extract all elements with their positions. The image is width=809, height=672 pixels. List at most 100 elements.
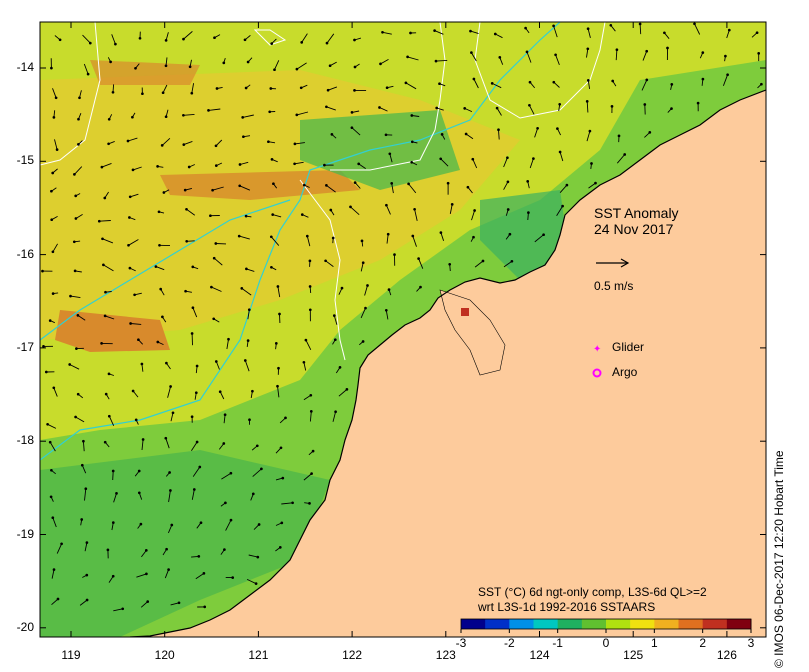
current-arrow-head: [137, 491, 141, 495]
current-arrow-head: [645, 78, 649, 82]
current-arrow-head: [97, 219, 101, 223]
current-arrow-head: [114, 42, 117, 46]
current-arrow-head: [238, 184, 242, 188]
current-arrow-head: [439, 157, 443, 161]
current-arrow-head: [271, 213, 275, 216]
current-arrow-head: [103, 440, 107, 444]
current-arrow: [111, 34, 116, 45]
current-arrow-head: [137, 469, 141, 473]
current-arrow-head: [164, 436, 168, 440]
current-arrow-head: [52, 116, 56, 119]
current-arrow-head: [222, 61, 226, 65]
current-arrow: [272, 214, 282, 218]
current-arrow-head: [167, 568, 170, 571]
current-arrow-head: [52, 568, 56, 571]
current-arrow-head: [203, 605, 207, 609]
current-arrow: [215, 361, 220, 370]
current-arrow-head: [409, 31, 412, 35]
current-arrow-head: [195, 440, 199, 444]
current-arrow-head: [638, 22, 642, 26]
colorbar-segment: [726, 619, 752, 629]
current-arrow-head: [121, 607, 125, 611]
current-arrow: [113, 493, 117, 503]
current-arrow-head: [55, 148, 59, 151]
current-arrow-head: [115, 492, 118, 495]
current-arrow-head: [191, 265, 195, 269]
current-arrow-head: [323, 163, 326, 167]
current-arrow-head: [54, 96, 58, 100]
current-arrow-head: [128, 195, 132, 199]
current-arrow: [379, 107, 388, 112]
current-arrow-head: [260, 467, 263, 471]
current-arrow-head: [165, 547, 168, 551]
current-arrow-head: [69, 294, 72, 298]
current-arrow-head: [353, 89, 356, 92]
current-arrow-head: [162, 191, 166, 194]
colorbar-tick-label: -1: [552, 636, 563, 650]
current-arrow: [74, 166, 83, 175]
current-arrow: [136, 573, 147, 578]
current-arrow-head: [526, 180, 530, 183]
current-arrow: [586, 101, 589, 113]
current-arrow-head: [525, 50, 529, 54]
current-arrow-head: [101, 237, 104, 241]
current-arrow-head: [84, 487, 88, 491]
current-arrow-head: [227, 337, 230, 341]
current-arrow: [294, 161, 304, 165]
current-arrow-head: [218, 390, 222, 394]
current-arrow: [503, 157, 508, 168]
x-tick-label: 124: [529, 648, 550, 662]
current-arrow: [99, 220, 111, 222]
current-arrow-head: [305, 234, 309, 238]
current-arrow-head: [106, 548, 110, 552]
current-arrow-head: [247, 308, 251, 312]
current-arrow: [223, 414, 226, 424]
current-arrow-head: [340, 286, 344, 290]
current-arrow-head: [207, 109, 210, 112]
current-arrow-head: [527, 211, 530, 214]
current-arrow-head: [131, 115, 134, 119]
map-title: SST Anomaly: [594, 205, 679, 221]
current-arrow-head: [274, 342, 278, 345]
current-arrow: [246, 578, 257, 585]
current-arrow-head: [338, 366, 342, 369]
current-arrow-head: [170, 523, 174, 527]
current-arrow: [587, 28, 591, 39]
current-arrow-head: [256, 555, 260, 559]
current-arrow-head: [450, 203, 454, 206]
current-arrow: [553, 25, 558, 38]
current-arrow: [588, 182, 596, 189]
current-arrow-head: [304, 338, 308, 342]
current-arrow-head: [231, 576, 235, 579]
current-arrow-head: [528, 103, 531, 107]
current-arrow-head: [44, 370, 48, 374]
current-arrow: [534, 128, 539, 138]
current-arrow-head: [433, 29, 436, 32]
current-arrow-head: [199, 521, 203, 525]
current-arrow: [587, 80, 591, 89]
current-arrow-head: [366, 284, 369, 287]
current-arrow-head: [188, 65, 192, 69]
current-arrow-head: [268, 110, 272, 114]
colorbar-tick-label: -3: [455, 636, 467, 650]
current-arrow-head: [497, 128, 500, 132]
current-arrow: [52, 517, 57, 528]
current-arrow-head: [171, 411, 175, 415]
current-arrow-head: [357, 162, 361, 166]
current-arrow-head: [254, 582, 258, 585]
current-arrow: [332, 411, 337, 422]
current-arrow-head: [310, 472, 313, 475]
current-arrow: [385, 205, 391, 215]
current-arrow-head: [279, 446, 283, 450]
current-arrow: [407, 56, 419, 61]
current-arrow-head: [309, 393, 313, 397]
current-arrow-head: [558, 150, 562, 154]
current-arrow: [498, 129, 500, 140]
current-arrow: [534, 234, 544, 243]
current-arrow-head: [495, 106, 499, 110]
current-arrow: [130, 193, 139, 198]
current-arrow: [51, 569, 55, 579]
colorbar-segment: [654, 619, 679, 629]
current-arrow: [52, 88, 57, 98]
current-arrow: [360, 307, 366, 319]
